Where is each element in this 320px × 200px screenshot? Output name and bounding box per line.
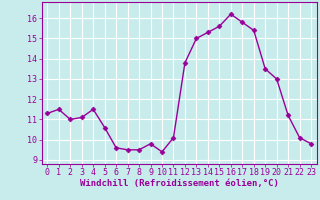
X-axis label: Windchill (Refroidissement éolien,°C): Windchill (Refroidissement éolien,°C) [80, 179, 279, 188]
